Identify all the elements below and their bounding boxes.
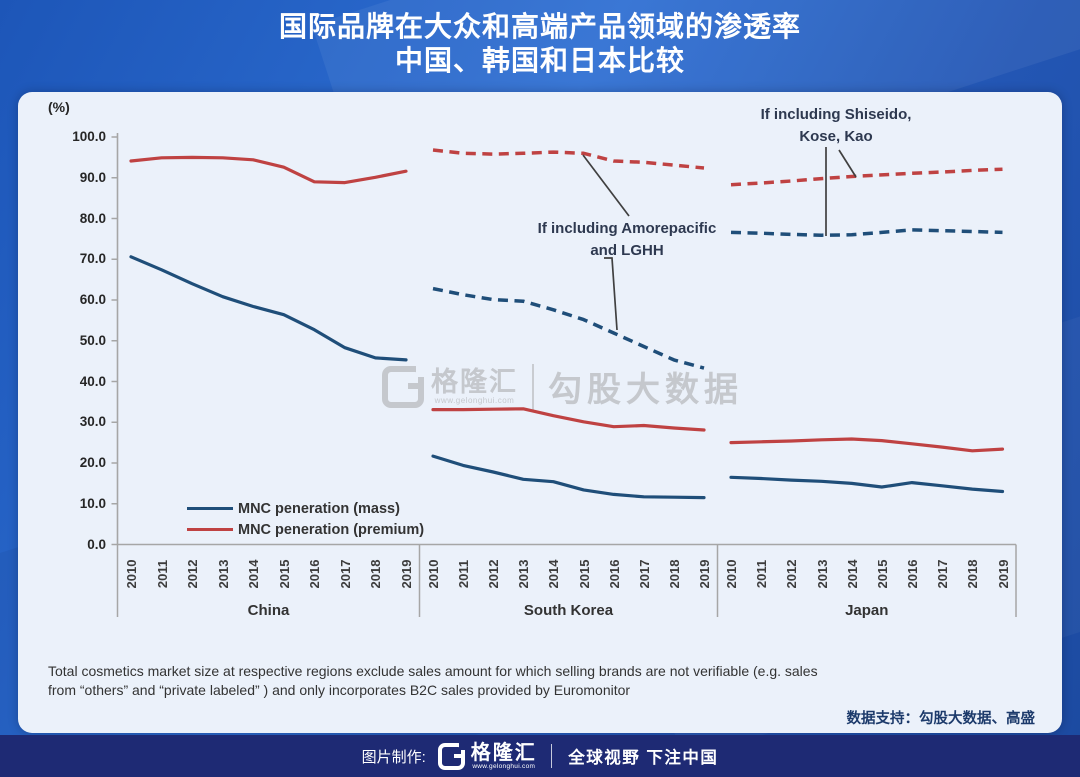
chart-legend: MNC peneration (mass) MNC peneration (pr… — [187, 500, 424, 542]
brand-url: www.gelonghui.com — [472, 762, 536, 770]
page-title: 国际品牌在大众和高端产品领域的渗透率 中国、韩国和日本比较 — [0, 10, 1080, 78]
year-label: 2019 — [995, 559, 1010, 589]
chart-card — [18, 92, 1062, 733]
gelonghui-logo-icon — [382, 364, 426, 408]
y-tick-label: 30.0 — [79, 414, 106, 430]
y-tick-label: 50.0 — [79, 332, 106, 348]
title-line-2: 中国、韩国和日本比较 — [394, 45, 685, 76]
title-line-1: 国际品牌在大众和高端产品领域的渗透率 — [278, 11, 801, 42]
y-tick-label: 70.0 — [79, 251, 106, 267]
y-tick-label: 0.0 — [87, 536, 106, 552]
footnote-line-2: from “others” and “private labeled” ) an… — [48, 681, 631, 698]
region-label: Japan — [845, 602, 889, 619]
brand-name: 格隆汇 — [470, 741, 537, 764]
y-tick-label: 90.0 — [79, 169, 106, 185]
legend-swatch-blue — [187, 506, 233, 511]
legend-label: MNC peneration (mass) — [238, 500, 400, 517]
annotation-text: If including Amorepacific and LGHH — [537, 220, 717, 259]
bottombar-divider — [550, 744, 553, 768]
legend-item-premium: MNC peneration (premium) — [187, 521, 424, 538]
region-label: China — [247, 602, 290, 619]
legend-item-mass: MNC peneration (mass) — [187, 500, 424, 517]
footnote-line-1: Total cosmetics market size at respectiv… — [48, 663, 818, 679]
maker-label: 图片制作: — [361, 748, 426, 766]
data-support-credit: 数据支持：勾股大数据、高盛 — [846, 711, 1036, 727]
watermark-brand: 格隆汇 — [431, 366, 518, 397]
y-tick-label: 40.0 — [79, 373, 106, 389]
legend-swatch-red — [187, 527, 233, 532]
region-label: South Korea — [523, 602, 614, 619]
y-tick-label: 20.0 — [79, 455, 106, 470]
footnote: Total cosmetics market size at respectiv… — [48, 662, 1038, 699]
y-tick-label: 80.0 — [79, 210, 106, 226]
y-tick-label: 60.0 — [79, 292, 106, 307]
watermark-url: www.gelonghui.com — [434, 395, 515, 405]
y-tick-label: 100.0 — [72, 129, 106, 144]
legend-label: MNC peneration (premium) — [238, 521, 425, 538]
y-axis-unit-label: (%) — [48, 99, 70, 115]
watermark-divider — [532, 363, 534, 410]
annotation-text: If including Shiseido, Kose, Kao — [760, 106, 912, 145]
watermark: 格隆汇 www.gelonghui.com 勾股大数据 — [382, 362, 743, 411]
gelonghui-logo-icon — [437, 741, 466, 770]
watermark-right-text: 勾股大数据 — [548, 371, 743, 409]
brand-slogan: 全球视野 下注中国 — [568, 749, 719, 767]
y-tick-label: 10.0 — [79, 495, 106, 511]
bottom-bar: 图片制作: 格隆汇 www.gelonghui.com 全球视野 下注中国 — [0, 735, 1080, 777]
